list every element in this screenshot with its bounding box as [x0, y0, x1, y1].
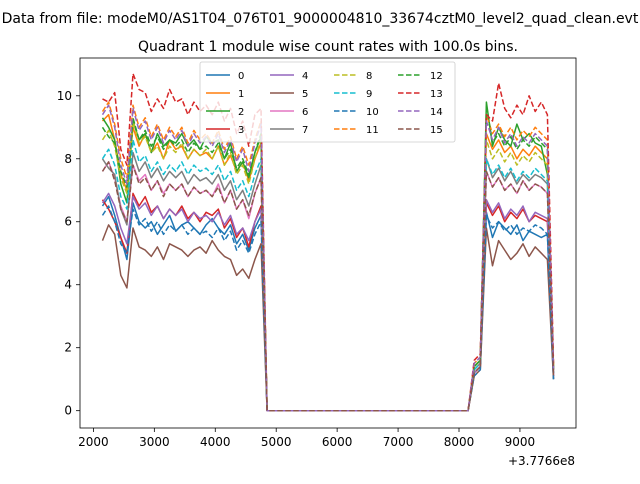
legend-item-1: 1	[206, 89, 244, 100]
series-line-15	[101, 161, 555, 412]
legend-label: 2	[238, 107, 244, 118]
y-tick-label: 4	[64, 278, 72, 292]
y-axis: 0 2 4 6 8 10	[57, 89, 80, 418]
x-tick-label: 2000	[78, 435, 109, 449]
legend-item-3: 3	[206, 125, 244, 136]
legend-label: 9	[366, 89, 372, 100]
x-tick-label: 8000	[444, 435, 475, 449]
legend-item-6: 6	[270, 107, 308, 118]
x-tick-label: 6000	[322, 435, 353, 449]
legend-label: 8	[366, 71, 372, 82]
x-tick-label: 4000	[200, 435, 231, 449]
legend-label: 12	[430, 71, 443, 82]
legend-label: 5	[302, 89, 308, 100]
legend-item-13: 13	[398, 89, 443, 100]
legend-label: 1	[238, 89, 244, 100]
legend-item-11: 11	[334, 125, 379, 136]
legend-label: 14	[430, 107, 443, 118]
legend-label: 0	[238, 71, 244, 82]
x-tick-label: 5000	[261, 435, 292, 449]
legend-label: 4	[302, 71, 308, 82]
legend-item-8: 8	[334, 71, 372, 82]
legend-item-2: 2	[206, 107, 244, 118]
legend-item-15: 15	[398, 125, 443, 136]
x-tick-label: 7000	[383, 435, 414, 449]
x-axis: 2000 3000 4000 5000 6000 7000 8000 9000	[78, 428, 535, 449]
plot-area	[101, 72, 555, 412]
series-line-12	[101, 104, 555, 412]
x-offset-label: +3.7766e8	[508, 454, 575, 468]
legend-label: 11	[366, 125, 379, 136]
legend-item-5: 5	[270, 89, 308, 100]
legend-label: 3	[238, 125, 244, 136]
x-tick-label: 9000	[505, 435, 536, 449]
y-tick-label: 6	[64, 215, 72, 229]
legend-item-9: 9	[334, 89, 372, 100]
legend-item-0: 0	[206, 71, 244, 82]
legend-item-10: 10	[334, 107, 379, 118]
series-line-14	[101, 104, 555, 412]
legend-item-7: 7	[270, 125, 308, 136]
y-tick-label: 2	[64, 341, 72, 355]
figure-suptitle: Data from file: modeM0/AS1T04_076T01_900…	[2, 11, 639, 27]
legend-item-14: 14	[398, 107, 443, 118]
series-line-5	[101, 224, 555, 412]
y-tick-label: 0	[64, 404, 72, 418]
legend-label: 6	[302, 107, 308, 118]
chart-title: Quadrant 1 module wise count rates with …	[138, 39, 518, 55]
legend-item-12: 12	[398, 71, 443, 82]
axes-frame	[79, 57, 577, 429]
legend-label: 15	[430, 125, 443, 136]
y-tick-label: 8	[64, 152, 72, 166]
legend-label: 13	[430, 89, 443, 100]
legend-label: 10	[366, 107, 379, 118]
legend-frame	[199, 61, 456, 143]
x-tick-label: 3000	[139, 435, 170, 449]
legend-item-4: 4	[270, 71, 308, 82]
y-tick-label: 10	[57, 89, 72, 103]
legend-label: 7	[302, 125, 308, 136]
